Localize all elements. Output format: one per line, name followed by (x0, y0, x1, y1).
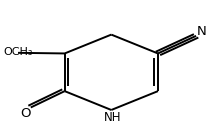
Text: OCH₃: OCH₃ (3, 47, 33, 57)
Text: O: O (20, 107, 31, 120)
Text: NH: NH (104, 111, 121, 124)
Text: N: N (197, 25, 206, 38)
